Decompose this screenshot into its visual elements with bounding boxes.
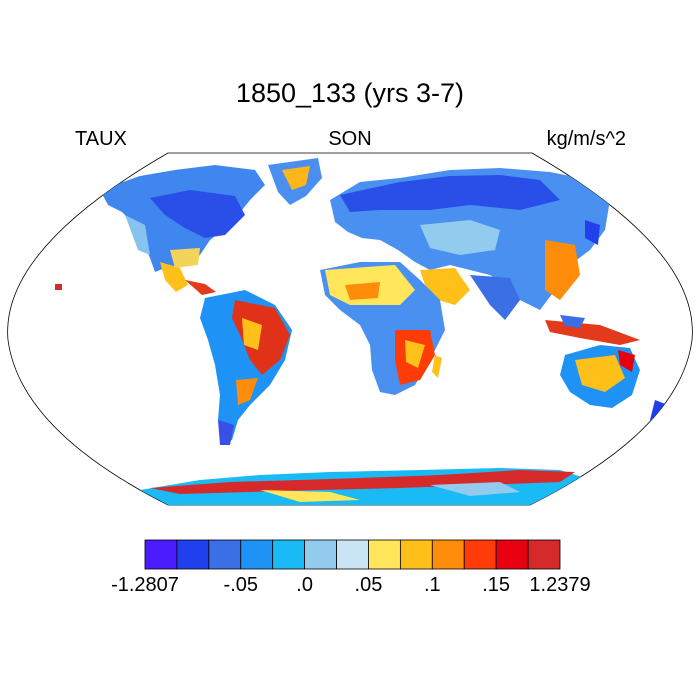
colorbar-tick-label: .15	[482, 574, 511, 596]
colorbar-swatch	[144, 539, 178, 570]
variable-label: TAUX	[75, 128, 127, 150]
season-label: SON	[328, 128, 372, 150]
colorbar-swatch	[527, 539, 561, 570]
colorbar-swatch	[336, 539, 369, 570]
colorbar-tick-label: .05	[354, 574, 383, 596]
colorbar-tick-label: .0	[296, 574, 313, 596]
colorbar-tick-label: 1.2379	[529, 574, 591, 596]
colorbar-swatch	[304, 539, 337, 570]
colorbar-swatch	[495, 539, 529, 570]
colorbar-swatch	[272, 539, 306, 570]
colorbar-swatch	[399, 539, 433, 570]
colorbar-tick-label: .1	[423, 574, 441, 596]
colorbar-swatch	[208, 539, 242, 570]
units-label: kg/m/s^2	[546, 128, 626, 150]
plot-title: 1850_133 (yrs 3-7)	[235, 78, 465, 108]
colorbar-swatch	[463, 539, 497, 570]
colorbar-swatch	[240, 539, 274, 570]
colorbar-swatch	[176, 539, 210, 570]
colorbar-swatch	[431, 539, 465, 570]
colorbar-tick-label: -.05	[223, 574, 258, 596]
colorbar-tick-label: -1.2807	[111, 574, 179, 596]
colorbar-swatch	[368, 539, 401, 570]
